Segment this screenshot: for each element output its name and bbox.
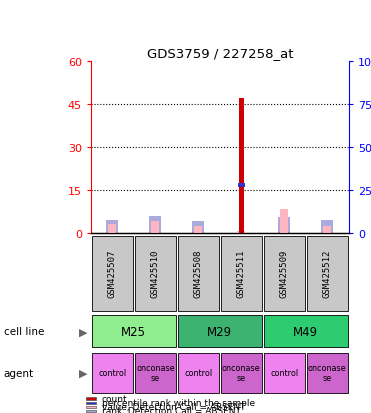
Bar [324, 226, 331, 233]
Bar [150, 216, 161, 233]
Bar [86, 406, 96, 408]
Text: M25: M25 [121, 325, 147, 338]
FancyBboxPatch shape [264, 236, 305, 311]
Text: ▶: ▶ [79, 326, 88, 337]
Text: M49: M49 [293, 325, 318, 338]
FancyBboxPatch shape [306, 236, 348, 311]
FancyBboxPatch shape [135, 353, 176, 393]
Text: ▶: ▶ [79, 368, 88, 378]
FancyBboxPatch shape [178, 353, 219, 393]
Text: cell line: cell line [4, 326, 44, 337]
Bar [280, 209, 288, 233]
Text: agent: agent [4, 368, 34, 378]
Text: GSM425512: GSM425512 [323, 249, 332, 298]
Text: GSM425508: GSM425508 [194, 249, 203, 298]
Bar [239, 99, 244, 233]
Bar [278, 218, 290, 233]
Bar [238, 184, 245, 187]
FancyBboxPatch shape [92, 236, 133, 311]
Text: M29: M29 [207, 325, 232, 338]
Bar [151, 222, 159, 233]
Text: GSM425511: GSM425511 [237, 249, 246, 298]
FancyBboxPatch shape [306, 353, 348, 393]
Text: onconase
se: onconase se [222, 363, 260, 382]
FancyBboxPatch shape [135, 236, 176, 311]
Bar [321, 221, 333, 233]
FancyBboxPatch shape [178, 315, 262, 348]
Text: GSM425509: GSM425509 [280, 249, 289, 298]
FancyBboxPatch shape [221, 353, 262, 393]
Bar [237, 232, 245, 233]
Bar [108, 225, 116, 233]
Text: control: control [184, 368, 212, 377]
Bar [194, 226, 202, 233]
FancyBboxPatch shape [264, 353, 305, 393]
FancyBboxPatch shape [92, 353, 133, 393]
Text: percentile rank within the sample: percentile rank within the sample [102, 398, 255, 407]
Bar [86, 401, 96, 404]
Text: count: count [102, 394, 127, 403]
Bar [86, 410, 96, 412]
FancyBboxPatch shape [221, 236, 262, 311]
Bar [106, 221, 118, 233]
FancyBboxPatch shape [264, 315, 348, 348]
FancyBboxPatch shape [92, 315, 176, 348]
Bar [192, 222, 204, 233]
Text: GSM425507: GSM425507 [108, 249, 117, 298]
Text: control: control [270, 368, 298, 377]
Bar [86, 397, 96, 400]
Text: onconase
se: onconase se [136, 363, 175, 382]
Title: GDS3759 / 227258_at: GDS3759 / 227258_at [147, 46, 293, 59]
Text: control: control [98, 368, 127, 377]
FancyBboxPatch shape [178, 236, 219, 311]
Text: rank, Detection Call = ABSENT: rank, Detection Call = ABSENT [102, 406, 241, 413]
Text: onconase
se: onconase se [308, 363, 347, 382]
Text: GSM425510: GSM425510 [151, 249, 160, 298]
Text: value, Detection Call = ABSENT: value, Detection Call = ABSENT [102, 402, 245, 411]
